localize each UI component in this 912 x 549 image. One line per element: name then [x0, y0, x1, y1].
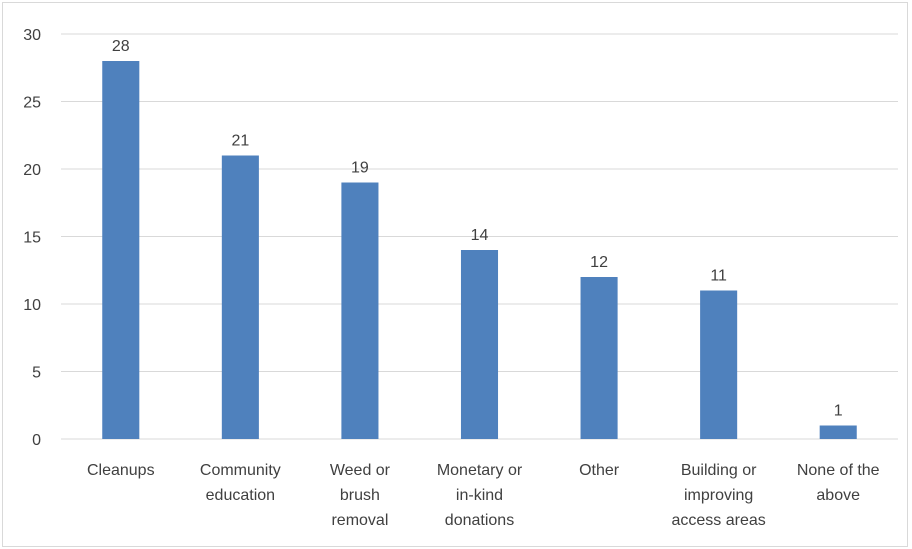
category-label-line: above: [816, 487, 860, 504]
category-label: None of the above: [797, 462, 880, 504]
category-label: Weed or brush removal: [330, 462, 391, 529]
bar: [700, 290, 738, 439]
category-label-line: brush: [340, 487, 380, 504]
category-label-line: education: [206, 487, 275, 504]
bar: [102, 61, 140, 439]
bar: [460, 250, 499, 439]
category-label-line: Building or: [681, 462, 757, 479]
y-tick-label: 15: [23, 230, 41, 247]
bars: [102, 61, 857, 439]
category-label: Cleanups: [87, 462, 155, 479]
category-label: Building or improving access areas: [672, 462, 766, 529]
bar: [580, 277, 618, 439]
data-label: 19: [351, 160, 369, 177]
x-axis-category-labels: Cleanups Community education Weed or brush re…: [87, 462, 880, 529]
category-label-line: Weed or: [330, 462, 391, 479]
y-tick-label: 25: [23, 95, 41, 112]
data-label: 11: [710, 268, 727, 285]
category-label-line: Cleanups: [87, 462, 155, 479]
category-label-line: donations: [445, 512, 514, 529]
data-label: 14: [471, 227, 489, 244]
bar: [221, 155, 259, 439]
y-tick-label: 10: [23, 297, 41, 314]
category-label-line: improving: [684, 487, 753, 504]
category-label-line: Monetary or: [437, 462, 523, 479]
bar: [819, 425, 857, 439]
y-tick-label: 30: [23, 27, 41, 44]
category-label: Community education: [200, 462, 281, 504]
category-label-line: Community: [200, 462, 281, 479]
category-label-line: None of the: [797, 462, 880, 479]
category-label-line: removal: [331, 512, 388, 529]
category-label-line: access areas: [672, 512, 766, 529]
y-tick-label: 5: [32, 365, 41, 382]
category-label-line: Other: [579, 462, 620, 479]
category-label: Other: [579, 462, 620, 479]
data-label: 21: [231, 133, 249, 150]
data-label: 1: [834, 403, 843, 420]
category-label-line: in-kind: [456, 487, 503, 504]
y-tick-label: 0: [32, 432, 41, 449]
y-tick-label: 20: [23, 162, 41, 179]
data-label: 28: [112, 38, 130, 55]
data-label: 12: [590, 254, 608, 271]
category-label: Monetary or in-kind donations: [437, 462, 523, 529]
y-axis-tick-labels: 0 5 10 15 20 25 30: [23, 27, 41, 449]
bar: [341, 182, 379, 439]
